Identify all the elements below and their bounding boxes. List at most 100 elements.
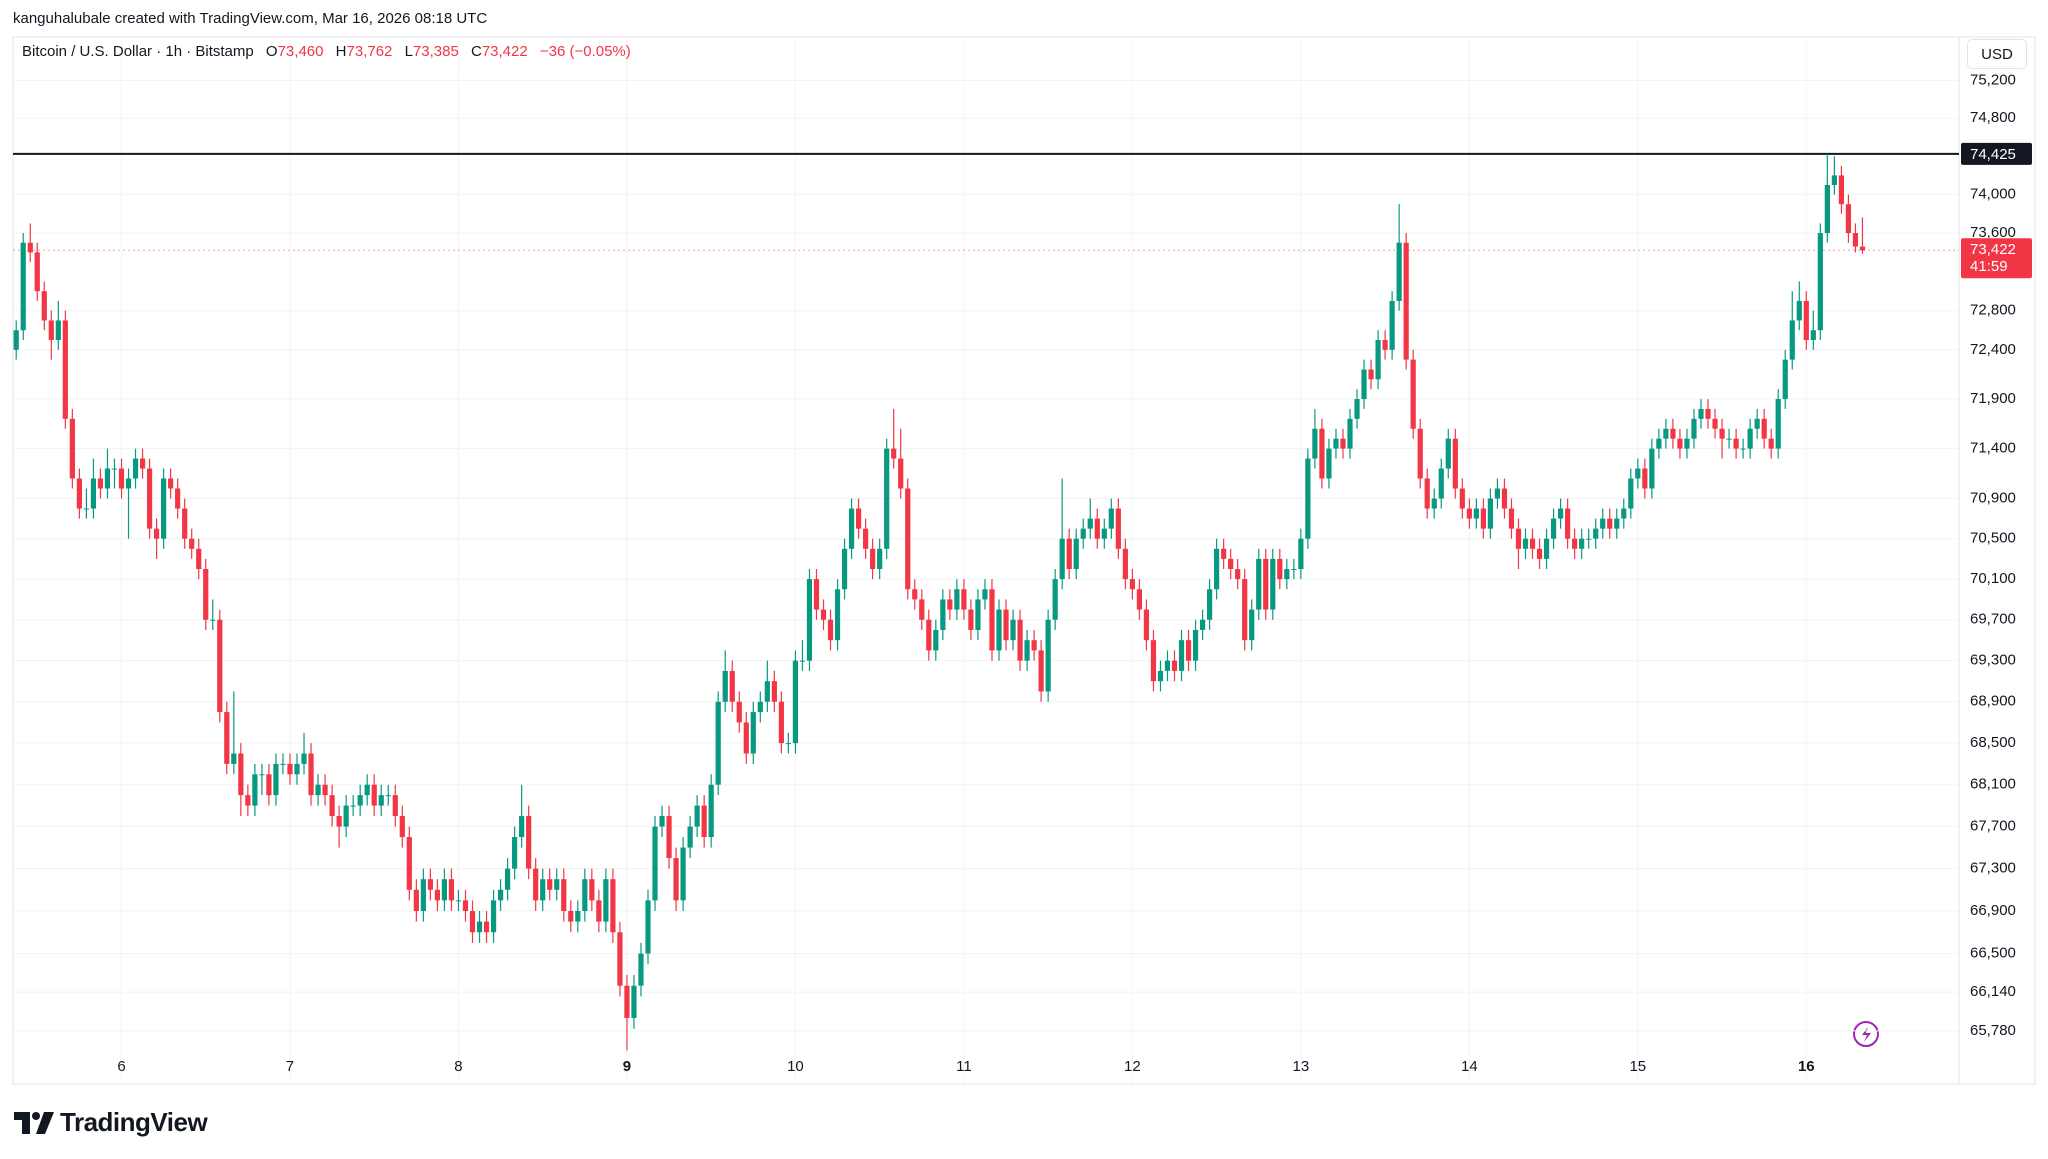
candle-body xyxy=(287,763,293,775)
candle-body xyxy=(1628,478,1634,509)
candle-body xyxy=(210,619,216,621)
candle-body xyxy=(898,458,904,489)
last-price-box xyxy=(1961,238,2032,279)
candle-body xyxy=(1586,538,1592,540)
candle-body xyxy=(722,670,728,702)
candle-body xyxy=(399,816,405,838)
candle-body xyxy=(1501,488,1508,509)
candle-body xyxy=(694,805,700,827)
chart-pane xyxy=(12,36,2036,1085)
candle-body xyxy=(1529,538,1536,549)
candle-body xyxy=(519,816,525,838)
candle-body xyxy=(301,753,307,764)
candle-body xyxy=(357,795,363,806)
candle-body xyxy=(729,670,735,702)
candle-body xyxy=(1852,233,1859,247)
candle-body xyxy=(841,548,848,590)
candle-body xyxy=(533,868,539,901)
candle-body xyxy=(1740,448,1746,450)
candle-body xyxy=(1403,242,1409,360)
candle-body xyxy=(891,448,897,459)
candle-body xyxy=(76,478,82,509)
candle-body xyxy=(884,448,890,549)
candle-body xyxy=(1031,640,1037,651)
candle-body xyxy=(1677,438,1683,449)
y-tick-label: 75,200 xyxy=(1970,71,2016,88)
y-tick-label: 73,600 xyxy=(1970,224,2016,241)
candle-body xyxy=(97,478,104,489)
candle-body xyxy=(1691,418,1697,439)
candle-body xyxy=(118,468,125,489)
candle-body xyxy=(554,879,560,890)
x-tick-label: 9 xyxy=(623,1058,631,1075)
candle-body xyxy=(848,508,855,549)
y-tick-label: 69,300 xyxy=(1970,652,2016,669)
candle-body xyxy=(954,589,960,610)
change: −36 (−0.05%) xyxy=(539,43,631,60)
ohlc-key: L xyxy=(404,43,413,60)
candle-body xyxy=(1277,558,1283,580)
candle-body xyxy=(196,548,202,569)
candle-body xyxy=(638,953,644,986)
candle-body xyxy=(877,548,883,569)
candle-body xyxy=(1080,528,1086,539)
y-tick-label: 66,500 xyxy=(1970,945,2016,962)
candle-body xyxy=(266,774,272,796)
candle-body xyxy=(469,910,476,933)
candle-body xyxy=(490,900,497,933)
candle-body xyxy=(680,847,686,901)
candle-body xyxy=(371,784,377,806)
hline-label: 74,425 xyxy=(1970,146,2016,163)
candle-body xyxy=(505,868,511,890)
candle-body xyxy=(715,701,721,785)
candle-body xyxy=(1143,609,1150,641)
candle-body xyxy=(1073,538,1079,569)
candle-body xyxy=(427,879,433,890)
y-tick-label: 71,900 xyxy=(1970,390,2016,407)
candle-body xyxy=(434,889,440,901)
countdown-label: 41:59 xyxy=(1970,258,2008,275)
candle-body xyxy=(673,858,679,901)
assistant-icon xyxy=(1853,1021,1879,1047)
currency-button[interactable]: USD xyxy=(1967,39,2027,69)
candle-body xyxy=(322,784,328,796)
candle-body xyxy=(1859,246,1866,251)
candle-body xyxy=(252,774,258,806)
candle-body xyxy=(336,816,342,827)
candle-body xyxy=(666,816,672,859)
ohlc-key: C xyxy=(470,43,482,60)
hline-label-box xyxy=(1961,142,2032,165)
candle-body xyxy=(1558,508,1564,519)
candle-body xyxy=(603,879,609,922)
candle-body xyxy=(1270,558,1276,610)
candle-body xyxy=(1094,518,1100,539)
candle-body xyxy=(589,879,595,901)
symbol-info: Bitcoin / U.S. Dollar · 1h · Bitstamp O7… xyxy=(22,43,631,60)
candle-body xyxy=(455,900,462,902)
candle-body xyxy=(175,488,181,509)
candle-body xyxy=(20,242,26,331)
candle-body xyxy=(1235,568,1241,580)
candle-body xyxy=(806,579,813,661)
ohlc-value: 73,385 xyxy=(412,43,459,60)
candle-body xyxy=(41,291,47,321)
ohlc-key: O xyxy=(265,43,278,60)
candle-body xyxy=(406,837,412,890)
candle-body xyxy=(1192,629,1199,661)
candle-body xyxy=(799,660,806,662)
candle-body xyxy=(1101,528,1107,539)
candle-body xyxy=(1347,418,1353,449)
candle-body xyxy=(926,619,932,651)
y-tick-label: 71,400 xyxy=(1970,440,2016,457)
candle-body xyxy=(146,468,153,529)
candle-body xyxy=(968,609,974,630)
candle-body xyxy=(238,753,244,796)
candle-body xyxy=(1129,579,1135,590)
candle-body xyxy=(1087,518,1093,529)
candle-body xyxy=(933,629,939,651)
candle-body xyxy=(1003,609,1009,641)
candle-body xyxy=(1045,619,1051,692)
candle-body xyxy=(1838,175,1844,205)
candle-body xyxy=(83,508,89,510)
